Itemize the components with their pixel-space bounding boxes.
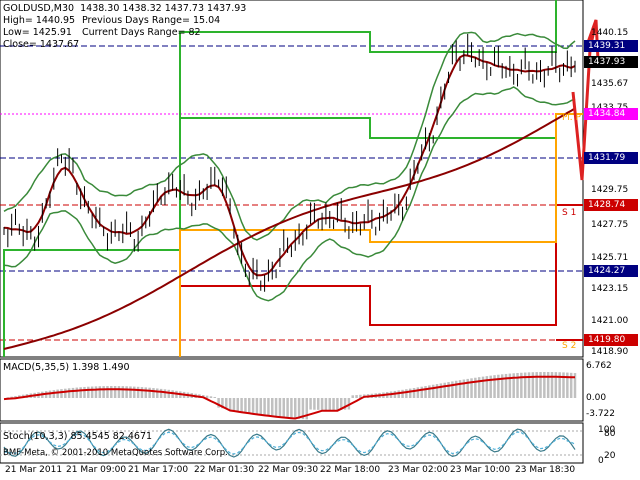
time-axis-label: 21 Mar 09:00 [66, 465, 127, 475]
pivot-label-pp: Pi. P P [562, 113, 590, 123]
macd-axis-min: -3.722 [586, 409, 616, 419]
time-axis-label: 21 Mar 17:00 [128, 465, 189, 475]
price-tick-label: 1429.75 [591, 185, 629, 195]
moving-average-long [3, 107, 576, 350]
stoch-signal-line [3, 431, 576, 455]
main-chart-frame [0, 0, 584, 358]
close-value: Close= 1437.67 [3, 39, 80, 50]
stoch-frame [0, 422, 584, 464]
price-level-label: 1431.79 [584, 152, 638, 164]
pivot-label-s2: S 2 [562, 341, 577, 351]
stoch-axis-0: 0 [598, 456, 604, 466]
symbol: GOLDUSD,M30 [3, 3, 75, 14]
price-tick-label: 1440.15 [591, 28, 629, 38]
price-tick-label: 1418.90 [591, 347, 629, 357]
high-value: High= 1440.95 [3, 15, 76, 26]
price-tick-label: 1435.67 [591, 79, 629, 89]
copyright: BMF-Meta, © 2001-2010 MetaQuotes Softwar… [3, 448, 228, 458]
price-level-label: 1424.27 [584, 265, 638, 277]
time-axis-label: 22 Mar 01:30 [194, 465, 255, 475]
time-axis-label: 23 Mar 10:00 [450, 465, 511, 475]
bollinger-middle [3, 54, 576, 277]
stoch-axis-20: 20 [604, 451, 616, 461]
time-axis-label: 23 Mar 18:30 [515, 465, 576, 475]
macd-axis-zero: 0.00 [586, 393, 607, 403]
current-days-range: Current Days Range= 82 [82, 27, 201, 38]
price-level-label: 1419.80 [584, 334, 638, 346]
macd-signal-line [3, 375, 575, 420]
price-level-label: 1439.31 [584, 40, 638, 52]
stoch-axis-80: 80 [604, 429, 616, 439]
stoch-axis-100: 100 [598, 425, 616, 435]
chart-symbol-ohlc: GOLDUSD,M30 1438.30 1438.32 1437.73 1437… [3, 3, 246, 15]
time-axis-label: 21 Mar 2011 [5, 465, 63, 475]
pivot-label-s1: S 1 [562, 208, 577, 218]
low-value: Low= 1425.91 [3, 27, 72, 38]
bollinger-lower [3, 86, 576, 302]
daily-mid-green-line [179, 117, 556, 250]
price-tick-label: 1425.71 [591, 253, 629, 263]
stoch-title: Stoch(10,3,3) 85.4545 82.4671 [3, 431, 153, 442]
price-bars [3, 33, 576, 292]
previous-days-range: Previous Days Range= 15.04 [82, 15, 221, 26]
price-tick-label: 1423.15 [591, 284, 629, 294]
price-level-label: 1434.84 [584, 108, 638, 120]
time-axis-label: 22 Mar 18:00 [320, 465, 381, 475]
price-tick-label: 1421.00 [591, 316, 629, 326]
time-axis-label: 23 Mar 02:00 [388, 465, 449, 475]
time-axis-label: 22 Mar 09:30 [258, 465, 319, 475]
price-level-label: 1437.93 [584, 56, 638, 68]
bollinger-upper [3, 31, 576, 241]
price-tick-label: 1427.75 [591, 220, 629, 230]
macd-title: MACD(5,35,5) 1.398 1.490 [3, 362, 130, 373]
macd-axis-max: 6.762 [586, 361, 612, 371]
ohlc-values: 1438.30 1438.32 1437.73 1437.93 [80, 3, 247, 14]
pivot-line [179, 113, 583, 357]
price-level-label: 1428.74 [584, 199, 638, 211]
